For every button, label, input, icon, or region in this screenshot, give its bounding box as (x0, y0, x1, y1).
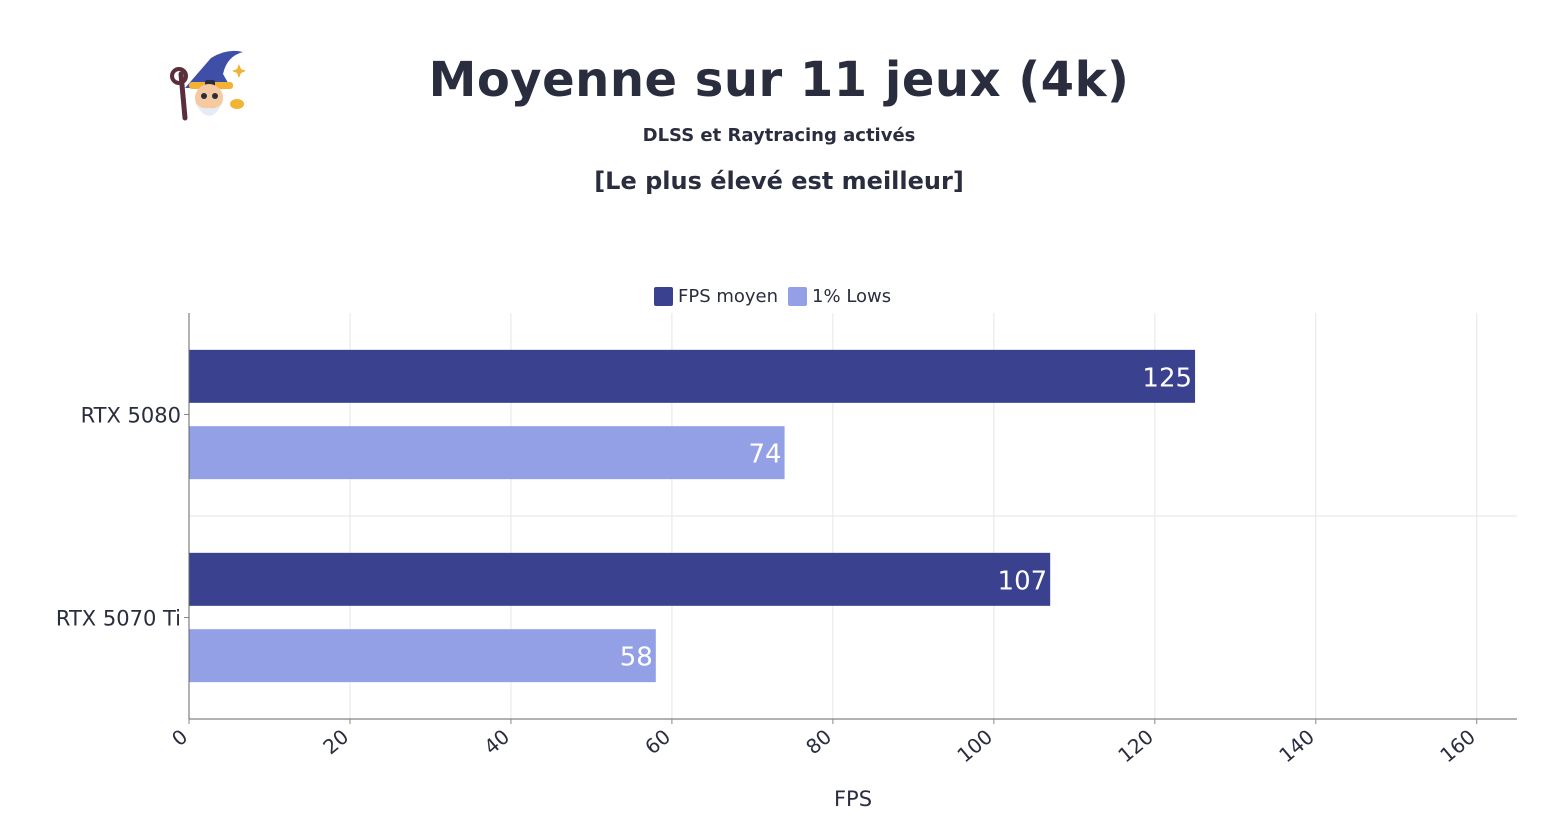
x-tick-label: 40 (479, 724, 514, 759)
x-axis-label: FPS (834, 787, 872, 811)
y-tick-label: RTX 5080 (81, 404, 181, 428)
x-tick-label: 160 (1435, 724, 1480, 767)
bar (189, 349, 1196, 403)
bar (189, 552, 1051, 606)
bar (189, 629, 656, 683)
data-label: 58 (620, 643, 653, 673)
chart-subtitle: DLSS et Raytracing activés (642, 125, 916, 146)
chart-title: Moyenne sur 11 jeux (4k) (428, 52, 1130, 108)
x-tick-label: 100 (952, 724, 997, 767)
legend-label-fps-moyen: FPS moyen (678, 286, 779, 307)
chart-note: [Le plus élevé est meilleur] (594, 167, 964, 195)
data-label: 107 (998, 566, 1048, 596)
x-tick-label: 80 (801, 724, 836, 759)
x-tick-label: 120 (1113, 724, 1158, 767)
data-label: 74 (748, 440, 781, 470)
x-tick-label: 20 (318, 724, 353, 759)
bar (189, 426, 785, 480)
x-tick-label: 140 (1274, 724, 1319, 767)
legend: FPS moyen 1% Lows (654, 286, 891, 307)
legend-swatch-1pct-lows (788, 287, 808, 306)
legend-item-1pct-lows[interactable]: 1% Lows (788, 286, 891, 307)
legend-label-1pct-lows: 1% Lows (812, 286, 892, 307)
y-tick-label: RTX 5070 Ti (56, 607, 181, 631)
legend-swatch-fps-moyen (654, 287, 673, 306)
wizard-logo-icon (170, 50, 246, 121)
x-tick-label: 0 (167, 724, 192, 751)
legend-item-fps-moyen[interactable]: FPS moyen (654, 286, 778, 307)
data-label: 125 (1142, 363, 1192, 393)
x-tick-label: 60 (640, 724, 675, 759)
